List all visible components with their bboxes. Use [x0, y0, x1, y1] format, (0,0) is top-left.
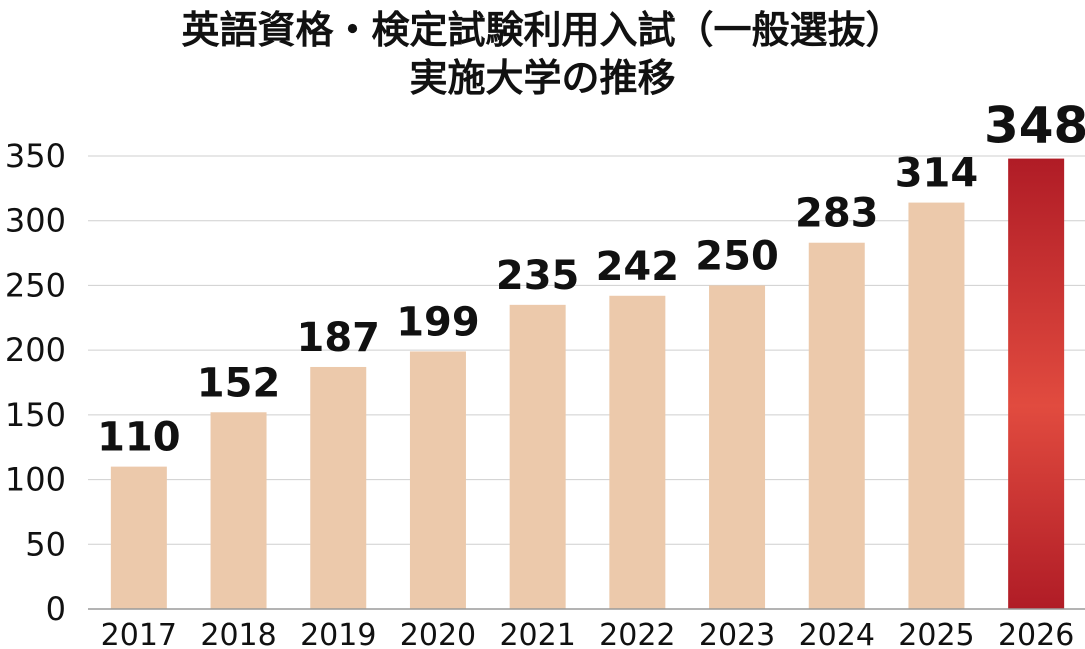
x-tick-label: 2026 [998, 618, 1074, 649]
y-tick-label: 150 [5, 396, 66, 434]
y-tick-label: 0 [46, 590, 66, 628]
x-tick-label: 2017 [101, 618, 177, 649]
chart-title: 英語資格・検定試験利用入試（一般選抜） 実施大学の推移 [0, 6, 1085, 102]
data-label-2018: 152 [197, 360, 281, 406]
x-tick-label: 2021 [499, 618, 575, 649]
bar-2018 [210, 412, 267, 609]
bar-2022 [609, 295, 666, 609]
y-tick-label: 200 [5, 331, 66, 369]
bar-2021 [509, 304, 566, 609]
chart-title-line-2: 実施大学の推移 [409, 56, 676, 100]
data-label-2020: 199 [396, 299, 480, 345]
y-tick-label: 50 [25, 525, 66, 563]
data-label-2025: 314 [895, 151, 979, 197]
y-tick-label: 100 [5, 461, 66, 499]
bar-2025 [908, 202, 965, 609]
y-axis-ticks: 0 50 100 150 200 250 300 350 [5, 137, 66, 628]
data-label-2017: 110 [97, 415, 181, 461]
x-tick-label: 2022 [599, 618, 675, 649]
y-tick-label: 300 [5, 202, 66, 240]
x-tick-label: 2019 [300, 618, 376, 649]
x-axis-ticks: 2017 2018 2019 2020 2021 2022 2023 2024 2025 2026 [101, 618, 1075, 649]
data-label-2026: 348 [984, 97, 1085, 155]
bar-2019 [310, 366, 367, 609]
bars [110, 158, 1065, 610]
y-tick-label: 350 [5, 137, 66, 175]
bar-2023 [709, 285, 766, 609]
bar-2026 [1008, 158, 1065, 610]
x-tick-label: 2023 [699, 618, 775, 649]
x-tick-label: 2018 [200, 618, 276, 649]
bar-2017 [110, 466, 167, 609]
data-label-2019: 187 [297, 315, 381, 361]
data-label-2022: 242 [596, 244, 680, 290]
data-label-2024: 283 [795, 191, 879, 237]
chart-title-line-1: 英語資格・検定試験利用入試（一般選抜） [181, 8, 904, 52]
bar-2020 [409, 351, 466, 609]
x-tick-label: 2025 [898, 618, 974, 649]
x-tick-label: 2024 [799, 618, 875, 649]
data-label-2021: 235 [496, 253, 580, 299]
bar-2024 [808, 242, 865, 609]
x-tick-label: 2020 [400, 618, 476, 649]
y-tick-label: 250 [5, 266, 66, 304]
data-label-2023: 250 [695, 233, 779, 279]
